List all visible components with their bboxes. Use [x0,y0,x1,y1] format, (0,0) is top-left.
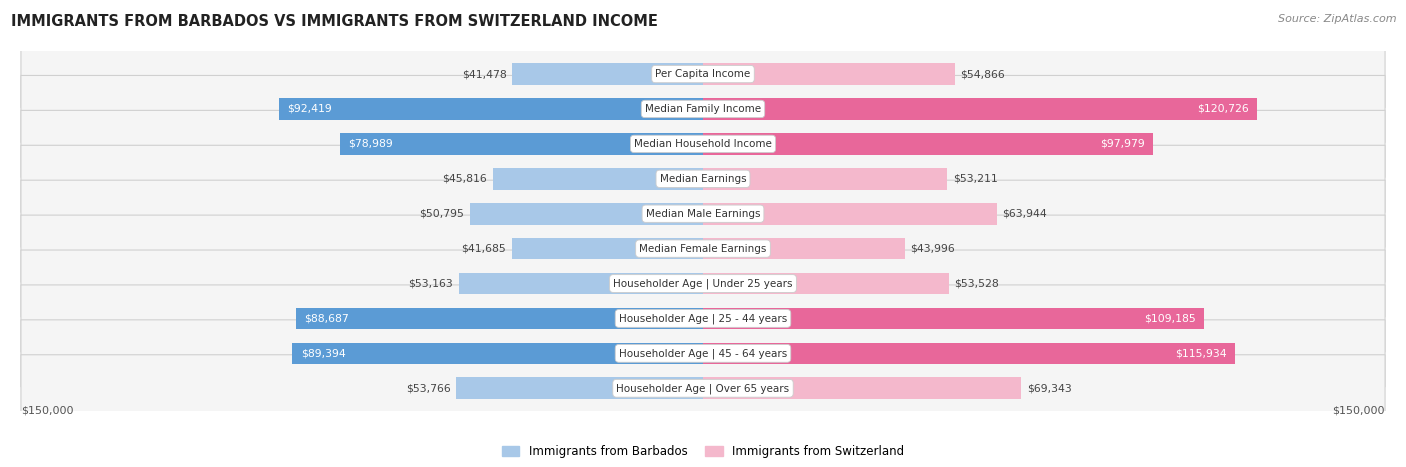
Text: $43,996: $43,996 [911,244,955,254]
Text: $63,944: $63,944 [1002,209,1047,219]
FancyBboxPatch shape [21,41,1385,107]
Text: $88,687: $88,687 [304,313,349,324]
Text: $45,816: $45,816 [443,174,486,184]
Text: $41,478: $41,478 [463,69,508,79]
Text: Householder Age | Under 25 years: Householder Age | Under 25 years [613,278,793,289]
FancyBboxPatch shape [21,250,1385,317]
FancyBboxPatch shape [21,215,1385,282]
Text: $115,934: $115,934 [1175,348,1227,358]
FancyBboxPatch shape [21,110,1385,177]
Text: Median Earnings: Median Earnings [659,174,747,184]
Bar [456,377,703,399]
Text: $120,726: $120,726 [1198,104,1249,114]
Text: $109,185: $109,185 [1144,313,1197,324]
Bar [703,168,948,190]
Legend: Immigrants from Barbados, Immigrants from Switzerland: Immigrants from Barbados, Immigrants fro… [496,440,910,463]
Bar [458,273,703,294]
Bar [340,133,703,155]
FancyBboxPatch shape [21,320,1385,387]
Text: $78,989: $78,989 [349,139,394,149]
Bar [512,238,703,260]
Bar [703,203,997,225]
Text: Householder Age | 45 - 64 years: Householder Age | 45 - 64 years [619,348,787,359]
Bar [703,273,949,294]
Text: $89,394: $89,394 [301,348,346,358]
Bar [703,377,1022,399]
Text: Median Female Earnings: Median Female Earnings [640,244,766,254]
Bar [295,308,703,329]
Text: Householder Age | Over 65 years: Householder Age | Over 65 years [616,383,790,394]
FancyBboxPatch shape [21,145,1385,212]
Bar [470,203,703,225]
Text: $92,419: $92,419 [287,104,332,114]
Text: $150,000: $150,000 [1333,406,1385,416]
Text: $54,866: $54,866 [960,69,1005,79]
Bar [292,342,703,364]
Bar [492,168,703,190]
Text: Householder Age | 25 - 44 years: Householder Age | 25 - 44 years [619,313,787,324]
Text: $53,766: $53,766 [406,383,450,393]
Bar [703,308,1205,329]
Bar [703,63,955,85]
Bar [703,133,1153,155]
FancyBboxPatch shape [21,355,1385,422]
FancyBboxPatch shape [21,76,1385,142]
Text: $41,685: $41,685 [461,244,506,254]
Text: $53,163: $53,163 [409,278,453,289]
Text: $53,528: $53,528 [955,278,1000,289]
FancyBboxPatch shape [21,285,1385,352]
Text: $53,211: $53,211 [953,174,998,184]
Text: Median Family Income: Median Family Income [645,104,761,114]
Text: Median Household Income: Median Household Income [634,139,772,149]
Text: $69,343: $69,343 [1026,383,1071,393]
Text: Per Capita Income: Per Capita Income [655,69,751,79]
Text: $50,795: $50,795 [419,209,464,219]
FancyBboxPatch shape [21,180,1385,247]
Text: $97,979: $97,979 [1099,139,1144,149]
Bar [703,238,905,260]
Bar [278,98,703,120]
Text: IMMIGRANTS FROM BARBADOS VS IMMIGRANTS FROM SWITZERLAND INCOME: IMMIGRANTS FROM BARBADOS VS IMMIGRANTS F… [11,14,658,29]
Text: Median Male Earnings: Median Male Earnings [645,209,761,219]
Bar [703,342,1236,364]
Bar [513,63,703,85]
Bar [703,98,1257,120]
Text: $150,000: $150,000 [21,406,73,416]
Text: Source: ZipAtlas.com: Source: ZipAtlas.com [1278,14,1396,24]
